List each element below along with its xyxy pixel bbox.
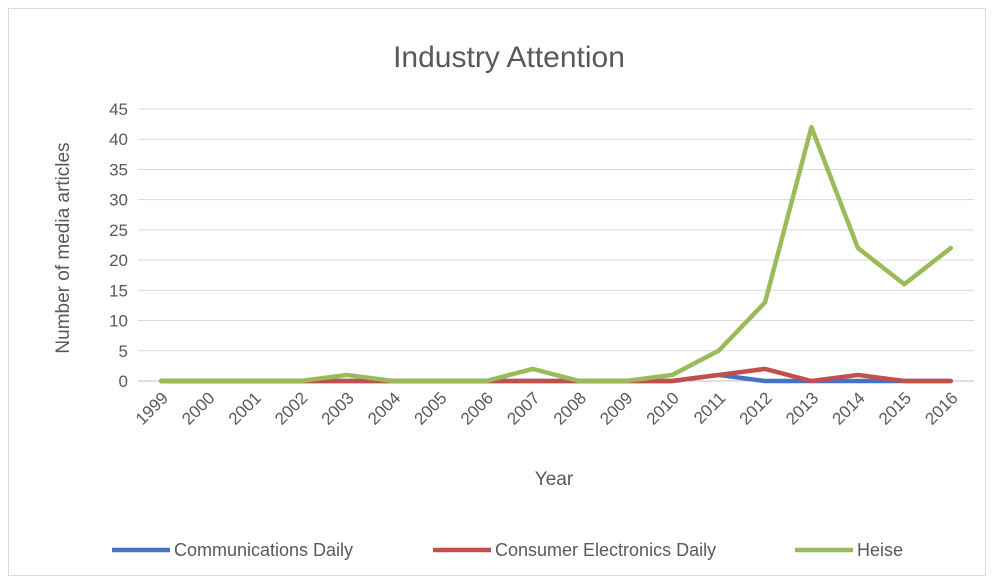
series-line-2 <box>158 124 954 384</box>
y-tick-label: 10 <box>109 312 128 331</box>
x-tick-label: 2013 <box>782 388 822 428</box>
x-tick-label: 2001 <box>225 388 265 428</box>
y-tick-label: 45 <box>109 100 128 119</box>
chart-title: Industry Attention <box>393 41 625 74</box>
legend-label: Consumer Electronics Daily <box>495 540 716 560</box>
line-chart: Industry Attention 0 5 10 15 20 25 30 35 40 45 19… <box>53 41 974 560</box>
y-tick-label: 25 <box>109 221 128 240</box>
x-tick-label: 2015 <box>875 388 915 428</box>
y-axis-title: Number of media articles <box>53 142 74 353</box>
y-tick-label: 20 <box>109 251 128 270</box>
x-tick-label: 2014 <box>829 388 869 428</box>
x-tick-label: 2010 <box>643 388 683 428</box>
x-tick-label: 2012 <box>736 388 776 428</box>
y-tick-label: 40 <box>109 130 128 149</box>
y-tick-label: 0 <box>119 372 128 391</box>
x-tick-label: 2002 <box>271 388 311 428</box>
y-tick-label: 30 <box>109 191 128 210</box>
x-axis-title: Year <box>535 469 574 490</box>
x-tick-label: 2011 <box>690 388 729 427</box>
x-axis-ticks: 1999 2000 2001 2002 2003 2004 2005 2006 2007 2008… <box>132 388 962 428</box>
x-tick-label: 2000 <box>178 388 218 428</box>
x-tick-label: 2006 <box>457 388 497 428</box>
x-tick-label: 2003 <box>318 388 358 428</box>
x-tick-label: 2004 <box>364 388 404 428</box>
x-tick-label: 2008 <box>550 388 590 428</box>
x-tick-label: 2016 <box>921 388 961 428</box>
y-tick-label: 15 <box>109 281 128 300</box>
y-axis-ticks: 0 5 10 15 20 25 30 35 40 45 <box>109 100 128 391</box>
legend-label: Heise <box>857 540 903 560</box>
y-tick-label: 5 <box>119 342 128 361</box>
x-tick-label: 1999 <box>132 388 172 428</box>
legend-label: Communications Daily <box>174 540 353 560</box>
gridlines <box>138 108 974 382</box>
x-tick-label: 2009 <box>596 388 636 428</box>
y-tick-label: 35 <box>109 160 128 179</box>
series-lines <box>158 124 954 384</box>
x-tick-label: 2005 <box>411 388 451 428</box>
legend: Communications Daily Consumer Electronics… <box>112 540 903 560</box>
x-tick-label: 2007 <box>503 388 543 428</box>
chart-frame: Industry Attention 0 5 10 15 20 25 30 35 40 45 19… <box>8 8 986 576</box>
